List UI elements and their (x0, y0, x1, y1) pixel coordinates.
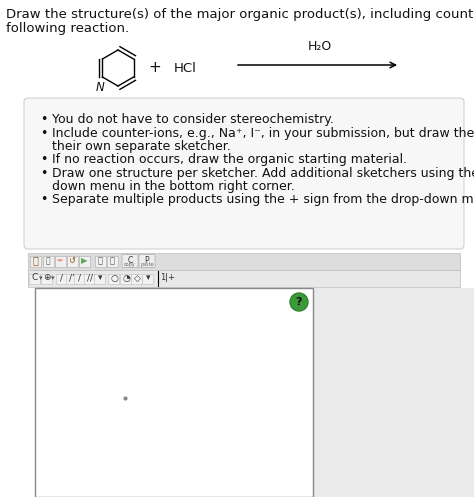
Text: 🔎: 🔎 (109, 256, 115, 265)
Bar (29, 273, 40, 283)
Text: ▶: ▶ (81, 256, 87, 265)
Bar (108, 273, 119, 283)
FancyBboxPatch shape (122, 254, 138, 267)
Bar (28, 253, 460, 270)
Text: You do not have to consider stereochemistry.: You do not have to consider stereochemis… (52, 113, 334, 126)
Text: ▾: ▾ (39, 275, 43, 281)
Circle shape (290, 293, 308, 311)
Text: If no reaction occurs, draw the organic starting material.: If no reaction occurs, draw the organic … (52, 153, 407, 166)
Bar (94, 273, 105, 283)
Text: H₂O: H₂O (308, 40, 332, 53)
Bar (41, 273, 52, 283)
Bar (125, 255, 136, 266)
Text: ⊕: ⊕ (43, 273, 51, 282)
Text: /’: /’ (69, 273, 75, 282)
Bar (30, 255, 41, 266)
Bar (56, 273, 67, 283)
Text: HCl: HCl (173, 62, 196, 75)
Text: N: N (96, 81, 105, 94)
Bar (95, 255, 106, 266)
Text: •: • (40, 113, 47, 126)
Text: C: C (128, 256, 133, 265)
Bar (28, 270, 460, 287)
Text: ○: ○ (110, 273, 118, 282)
Text: following reaction.: following reaction. (6, 22, 129, 35)
Text: ◔: ◔ (122, 273, 130, 282)
Text: •: • (40, 167, 47, 180)
Text: Draw one structure per sketcher. Add additional sketchers using the drop-: Draw one structure per sketcher. Add add… (52, 167, 474, 180)
FancyBboxPatch shape (139, 254, 155, 267)
Text: Include counter-ions, e.g., Na⁺, I⁻, in your submission, but draw them in: Include counter-ions, e.g., Na⁺, I⁻, in … (52, 127, 474, 140)
Bar (35, 288, 313, 497)
Bar (107, 255, 118, 266)
FancyBboxPatch shape (24, 98, 464, 249)
Bar (79, 255, 90, 266)
Bar (313, 288, 474, 497)
Bar (43, 255, 54, 266)
Text: copy: copy (124, 262, 136, 267)
Bar (67, 255, 78, 266)
Circle shape (291, 294, 307, 310)
Text: •: • (40, 193, 47, 206)
Bar (142, 273, 153, 283)
Text: /: / (61, 273, 64, 282)
Text: +: + (149, 61, 161, 76)
Bar (66, 273, 77, 283)
Text: ▾: ▾ (51, 275, 55, 281)
Text: 🔍: 🔍 (98, 256, 102, 265)
Text: ?: ? (296, 297, 302, 307)
Text: paste: paste (140, 262, 154, 267)
Text: 🔒: 🔒 (46, 256, 50, 265)
Bar (84, 273, 95, 283)
Text: •: • (40, 153, 47, 166)
Text: /: / (79, 273, 82, 282)
Text: Separate multiple products using the + sign from the drop-down menu.: Separate multiple products using the + s… (52, 193, 474, 206)
Text: P: P (145, 256, 149, 265)
Bar (55, 255, 66, 266)
Bar (142, 255, 153, 266)
Text: •: • (40, 127, 47, 140)
Text: //: // (87, 273, 93, 282)
Text: 1|+: 1|+ (161, 273, 175, 282)
Text: ✋: ✋ (32, 255, 38, 265)
Text: ✒: ✒ (56, 256, 64, 265)
Text: C: C (32, 273, 38, 282)
Bar (131, 273, 142, 283)
Bar (120, 273, 131, 283)
Text: down menu in the bottom right corner.: down menu in the bottom right corner. (52, 180, 295, 193)
Text: their own separate sketcher.: their own separate sketcher. (52, 140, 231, 153)
Text: ↺: ↺ (69, 256, 75, 265)
Text: ▾: ▾ (98, 273, 102, 282)
Bar (74, 273, 85, 283)
Text: ◇: ◇ (134, 273, 140, 282)
Text: ▾: ▾ (146, 273, 150, 282)
Text: Draw the structure(s) of the major organic product(s), including counterions, of: Draw the structure(s) of the major organ… (6, 8, 474, 21)
